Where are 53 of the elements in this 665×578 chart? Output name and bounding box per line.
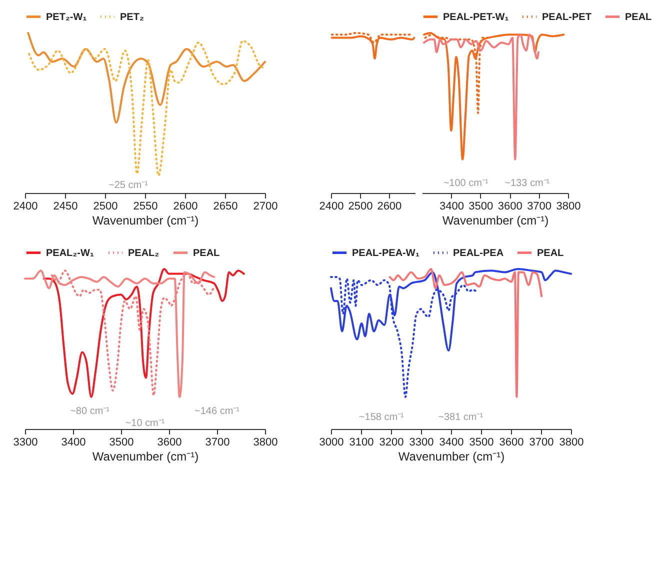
- legend-label: PEAL-PET-W₁: [443, 12, 509, 23]
- x-tick-label: 2400: [319, 200, 344, 212]
- x-tick-label: 3200: [379, 436, 404, 448]
- x-tick-label: 3700: [205, 436, 230, 448]
- x-tick-label: 3700: [527, 200, 552, 212]
- x-tick-label: 3500: [469, 436, 494, 448]
- x-axis-title: Wavenumber (cm⁻¹): [398, 450, 505, 464]
- x-tick-label: 3600: [498, 200, 522, 212]
- x-tick-label: 3700: [529, 436, 554, 448]
- annotation: ~381 cm⁻¹: [438, 412, 484, 423]
- x-tick-label: 3000: [319, 436, 344, 448]
- x-tick-label: 2450: [53, 200, 78, 212]
- legend-label: PET₂-W₁: [46, 12, 87, 23]
- legend-label: PEAL-PEA-W₁: [352, 248, 420, 259]
- x-axis-title: Wavenumber (cm⁻¹): [442, 214, 549, 228]
- annotation: ~133 cm⁻¹: [504, 178, 550, 189]
- x-tick-label: 2500: [348, 200, 373, 212]
- legend-label: PEAL₂: [128, 248, 160, 259]
- annotation: ~80 cm⁻¹: [70, 406, 110, 417]
- x-tick-label: 3800: [556, 200, 581, 212]
- annotation: ~25 cm⁻¹: [108, 180, 149, 191]
- x-tick-label: 3400: [439, 436, 464, 448]
- x-tick-label: 3800: [253, 436, 278, 448]
- x-tick-label: 3400: [439, 200, 464, 212]
- x-tick-label: 3800: [559, 436, 584, 448]
- x-tick-label: 2600: [173, 200, 198, 212]
- x-tick-label: 2600: [377, 200, 402, 212]
- x-tick-label: 3300: [409, 436, 434, 448]
- x-tick-label: 3600: [499, 436, 524, 448]
- legend-label: PEAL: [625, 12, 652, 23]
- x-tick-label: 3400: [61, 436, 86, 448]
- x-tick-label: 2500: [93, 200, 118, 212]
- legend-label: PEAL-PEA: [453, 248, 504, 259]
- x-tick-label: 3300: [13, 436, 38, 448]
- legend-label: PEAL-PET: [542, 12, 592, 23]
- annotation: ~146 cm⁻¹: [194, 406, 240, 417]
- legend-label: PEAL: [537, 248, 564, 259]
- legend-label: PEAL: [193, 248, 220, 259]
- annotation: ~158 cm⁻¹: [358, 412, 405, 423]
- x-axis-title: Wavenumber (cm⁻¹): [92, 450, 199, 464]
- legend-label: PET₂: [120, 12, 144, 23]
- annotation: ~100 cm⁻¹: [443, 178, 489, 189]
- x-tick-label: 3500: [468, 200, 494, 212]
- x-tick-label: 3600: [157, 436, 182, 448]
- x-tick-label: 2400: [13, 200, 38, 212]
- x-tick-label: 2550: [133, 200, 158, 212]
- x-axis-title: Wavenumber (cm⁻¹): [92, 214, 199, 228]
- x-tick-label: 3100: [349, 436, 374, 448]
- x-tick-label: 2700: [253, 200, 278, 212]
- legend-label: PEAL₂-W₁: [46, 248, 94, 259]
- x-tick-label: 2650: [213, 200, 238, 212]
- annotation: ~10 cm⁻¹: [125, 418, 166, 429]
- x-tick-label: 3500: [109, 436, 134, 448]
